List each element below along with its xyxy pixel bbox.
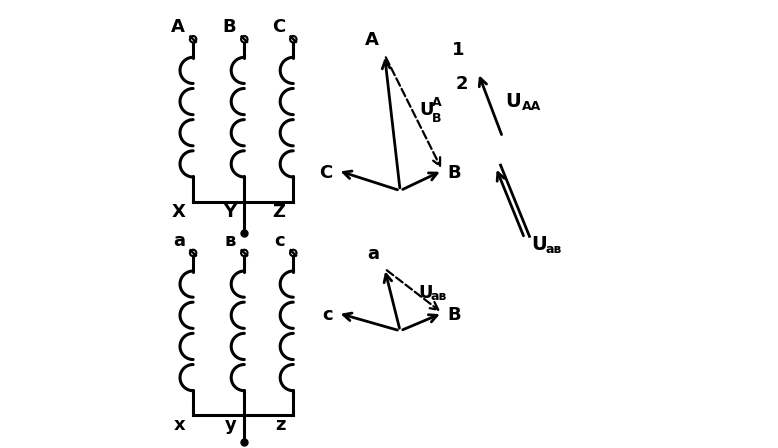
Text: A: A <box>366 31 379 49</box>
Text: x: x <box>173 416 185 435</box>
Text: A: A <box>432 96 441 109</box>
Text: U: U <box>531 235 547 254</box>
Text: AA: AA <box>522 99 541 112</box>
Text: B: B <box>448 164 461 182</box>
Text: Z: Z <box>272 202 286 220</box>
Text: ав: ав <box>430 290 447 303</box>
Text: 1: 1 <box>452 41 464 59</box>
Text: z: z <box>275 416 286 435</box>
Text: 2: 2 <box>455 75 468 93</box>
Text: U: U <box>419 284 433 302</box>
Text: y: y <box>225 416 237 435</box>
Text: a: a <box>173 232 185 250</box>
Text: C: C <box>272 18 286 36</box>
Text: c: c <box>322 306 332 324</box>
Text: A: A <box>171 18 185 36</box>
Text: в: в <box>225 232 237 250</box>
Text: U: U <box>419 101 434 120</box>
Text: B: B <box>432 112 441 125</box>
Text: C: C <box>319 164 332 182</box>
Text: a: a <box>367 245 379 263</box>
Text: B: B <box>448 306 461 324</box>
Text: c: c <box>275 232 286 250</box>
Text: ав: ав <box>545 243 562 256</box>
Text: U: U <box>505 92 520 111</box>
Text: X: X <box>171 202 185 220</box>
Text: Y: Y <box>223 202 237 220</box>
Text: B: B <box>223 18 237 36</box>
